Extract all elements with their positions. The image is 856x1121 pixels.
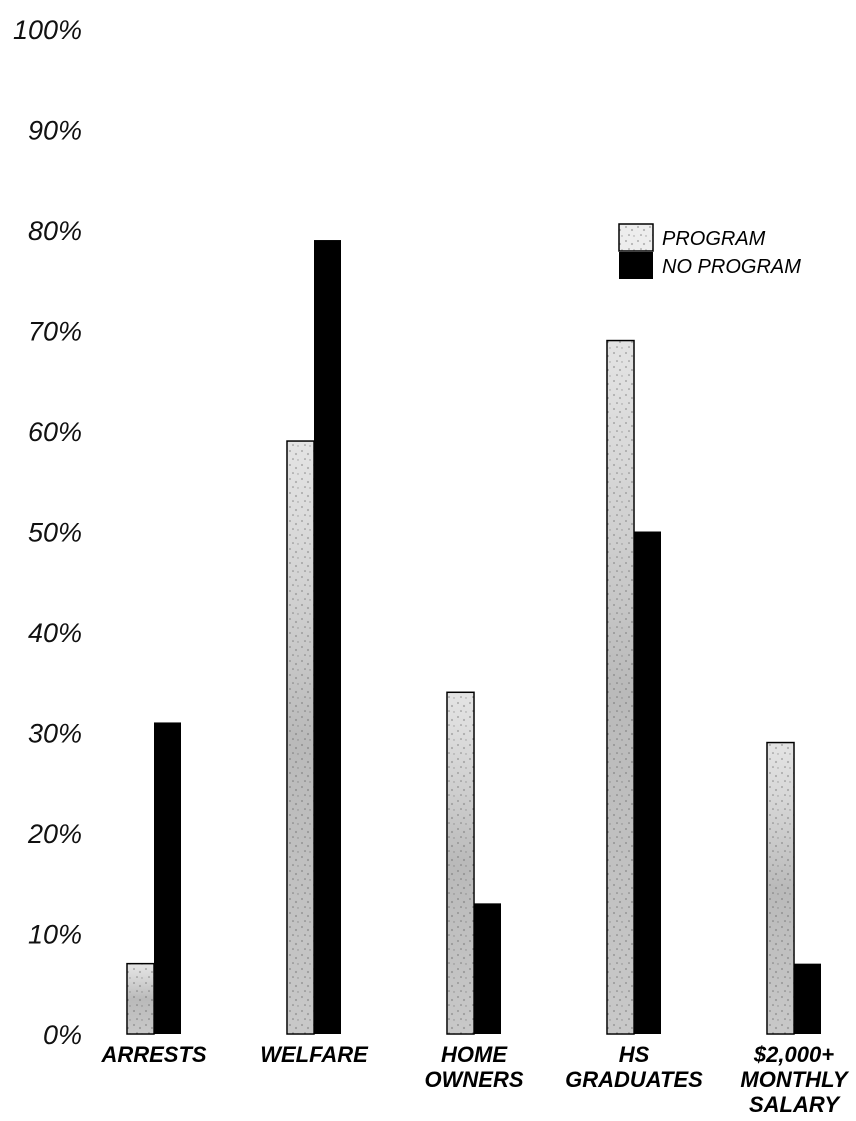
y-axis: 0% 10% 20% 30% 40% 50% 60% 70% 80% 90% 100% (13, 15, 82, 1050)
bar-no-program (794, 963, 821, 1034)
y-tick-label: 30% (28, 719, 82, 749)
legend-swatch-program (618, 223, 654, 252)
legend-label: NO PROGRAM (662, 256, 801, 278)
x-category-label: WELFARE (260, 1042, 369, 1067)
bar-program-shading (448, 693, 473, 1033)
legend-label: PROGRAM (662, 228, 766, 250)
y-tick-label: 50% (28, 518, 82, 548)
bar-program-shading (128, 964, 153, 1033)
bar-no-program (634, 531, 661, 1034)
y-tick-label: 80% (28, 216, 82, 246)
y-tick-label: 20% (27, 819, 82, 849)
y-tick-label: 90% (28, 116, 82, 146)
bar-program-shading (768, 743, 793, 1033)
legend: PROGRAM NO PROGRAM (618, 223, 801, 279)
bar-no-program (474, 903, 501, 1034)
y-tick-label: 0% (43, 1020, 82, 1050)
y-tick-label: 60% (28, 417, 82, 447)
x-category-label: SALARY (749, 1092, 841, 1117)
bar-program-shading (608, 341, 633, 1033)
x-category-label: MONTHLY (740, 1067, 849, 1092)
y-tick-label: 70% (28, 317, 82, 347)
legend-swatch-no-program (619, 252, 653, 279)
y-tick-label: 40% (28, 618, 82, 648)
x-category-label: HOME (441, 1042, 508, 1067)
bar-no-program (154, 722, 181, 1034)
x-category-label: OWNERS (425, 1067, 524, 1092)
x-category-label: GRADUATES (565, 1067, 703, 1092)
x-category-label: ARRESTS (100, 1042, 206, 1067)
x-category-label: $2,000+ (753, 1042, 834, 1067)
y-tick-label: 100% (13, 15, 82, 45)
bars (126, 240, 821, 1035)
bar-program-shading (288, 442, 313, 1033)
y-tick-label: 10% (28, 920, 82, 950)
x-category-label: HS (619, 1042, 650, 1067)
bar-no-program (314, 240, 341, 1035)
